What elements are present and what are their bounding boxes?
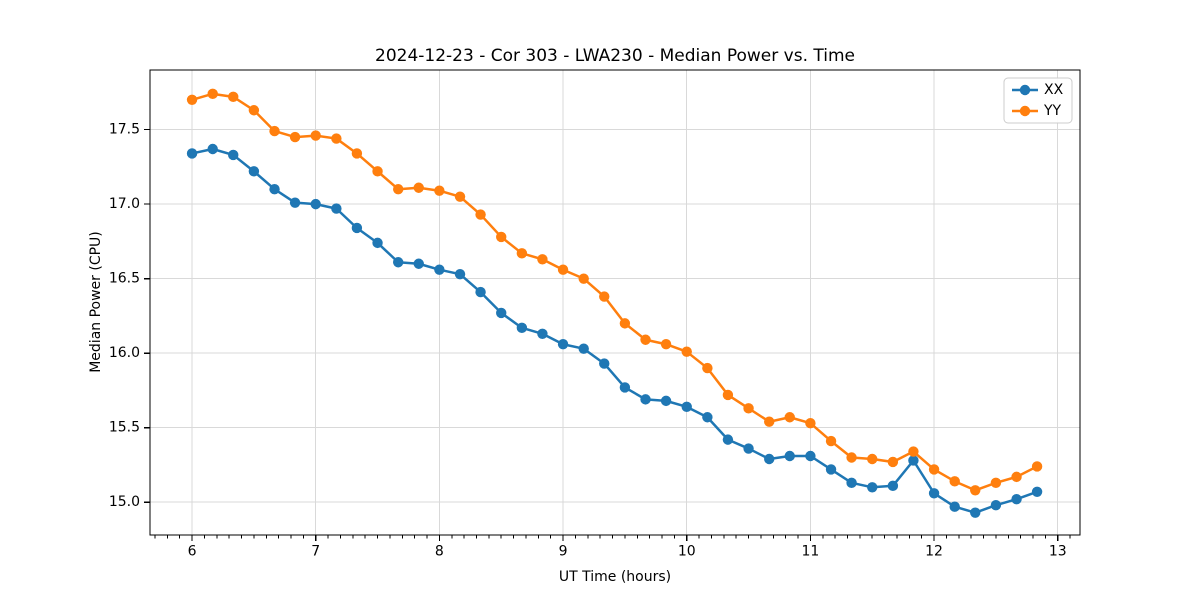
x-tick-label: 11 <box>801 544 819 560</box>
legend-label: XX <box>1044 82 1064 98</box>
legend-marker-icon <box>1019 105 1031 117</box>
y-tick-label: 15.0 <box>109 494 140 510</box>
x-tick-label: 8 <box>435 544 444 560</box>
legend-marker-icon <box>1019 84 1031 96</box>
legend-label: YY <box>1043 103 1062 119</box>
y-tick-label: 15.5 <box>109 420 140 436</box>
y-tick-label: 16.5 <box>109 271 140 287</box>
x-axis-ticks: 6 7 8 9 10 11 12 13 <box>188 535 1067 560</box>
x-tick-label: 10 <box>678 544 696 560</box>
x-axis-minor-ticks <box>154 535 1071 539</box>
plot-border <box>149 69 1081 536</box>
y-axis-ticks: 15.0 15.5 16.0 16.5 17.0 17.5 <box>109 122 150 510</box>
x-tick-label: 6 <box>188 544 197 560</box>
grid-lines <box>150 70 1080 535</box>
y-tick-label: 17.0 <box>109 196 140 212</box>
legend: XX YY <box>1003 77 1073 124</box>
x-tick-label: 9 <box>559 544 568 560</box>
x-tick-label: 13 <box>1049 544 1067 560</box>
series-XX <box>186 143 1043 518</box>
y-tick-label: 17.5 <box>109 122 140 138</box>
y-tick-label: 16.0 <box>109 345 140 361</box>
x-axis-label: UT Time (hours) <box>558 569 672 585</box>
x-tick-label: 7 <box>311 544 320 560</box>
series-YY <box>186 88 1043 496</box>
x-tick-label: 12 <box>925 544 943 560</box>
y-axis-label: Median Power (CPU) <box>88 231 104 373</box>
chart-title: 2024-12-23 - Cor 303 - LWA230 - Median P… <box>375 46 855 66</box>
